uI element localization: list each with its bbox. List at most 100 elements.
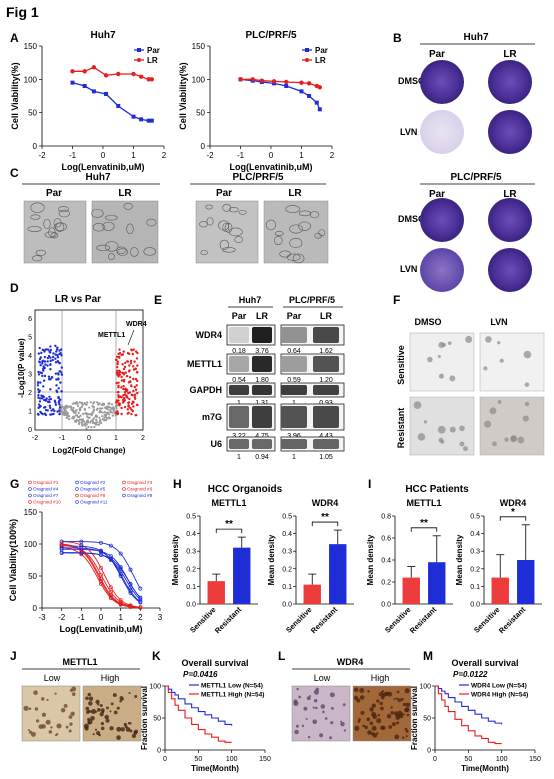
micrograph-cells: [27, 202, 326, 264]
bar-gene-title: METTL1: [407, 498, 442, 508]
e-row-label: WDR4: [196, 330, 223, 340]
b-plc-title: PLC/PRF/5: [450, 172, 502, 183]
l-gene: WDR4: [337, 657, 364, 667]
g-y-tick: 0: [33, 604, 38, 613]
e-lane-label: Par: [287, 311, 302, 321]
bar-y-tick: 0.4: [381, 558, 391, 565]
data-point: [250, 77, 255, 82]
c-col-lr-2: LR: [288, 188, 302, 199]
e-quant-value: 1.62: [319, 348, 333, 355]
panel-label-h: H: [173, 477, 182, 491]
g-series-line: [61, 544, 141, 608]
bar: [491, 577, 509, 604]
panel-label-e: E: [154, 293, 162, 307]
surv-legend-label: WDR4 Low (N=54): [471, 683, 527, 690]
panel-label-d: D: [10, 281, 19, 295]
panel-c-micrographs: Huh7 Par LR PLC/PRF/5 Par LR: [22, 172, 329, 264]
panel-label-c: C: [10, 166, 19, 180]
surv-title: Overall survival: [181, 658, 248, 668]
d-x-tick: 2: [141, 435, 145, 442]
g-x-tick: 3: [158, 613, 163, 622]
e-quant-value: 3.76: [255, 348, 269, 355]
g-xlabel: Log(Lenvatinib,uM): [60, 624, 143, 634]
c-col-par-2: Par: [216, 188, 232, 199]
g-series-line: [61, 545, 141, 603]
significance-mark: **: [321, 512, 329, 523]
g-legend-label: Oragnoid #11: [80, 500, 108, 505]
bar: [428, 562, 446, 604]
blot-band: [229, 356, 249, 372]
g-x-tick: -1: [78, 613, 86, 622]
panel-label-m: M: [423, 649, 433, 663]
data-point: [116, 71, 121, 77]
data-point: [284, 79, 289, 85]
b-col-lr-1: LR: [503, 49, 517, 60]
y-tick-label: 0: [201, 142, 206, 151]
chart-title: Huh7: [91, 30, 116, 41]
surv-pvalue: P=0.0122: [453, 670, 488, 679]
d-annot-mettl1: METTL1: [98, 332, 125, 339]
significance-mark: **: [225, 519, 233, 530]
b-col-lr-2: LR: [503, 189, 517, 200]
micrograph-plc-lr: [263, 200, 329, 264]
y-tick-label: 150: [24, 42, 38, 51]
l-col-high: High: [371, 673, 390, 683]
x-axis-label: Log(Lenvatinib,uM): [230, 162, 313, 172]
data-point: [139, 117, 144, 122]
bar-y-tick: 0.0: [186, 602, 196, 609]
e-lane-label: LR: [320, 311, 332, 321]
d-ticks: -2 -1 0 1 2 0 1 2 3 4 5 6: [28, 316, 145, 442]
series-line: [72, 82, 152, 122]
b-col-par-2: Par: [429, 189, 445, 200]
bar-y-tick: 0.2: [381, 580, 391, 587]
panel-label-i: I: [368, 477, 371, 491]
g-legend-label: Oragnoid #8: [80, 493, 106, 498]
surv-ylabel: Fraction survival: [140, 686, 149, 750]
blot-band: [229, 327, 249, 343]
e-quant-value: 0.93: [319, 400, 333, 407]
e-plc-title: PLC/PRF/5: [289, 295, 335, 305]
chart-g-organoids: 0 50 100 150 -3 -2 -1 0 1 2 3 Log(Lenvatinib,uM) Cel…: [8, 508, 163, 634]
d-y-tick: 6: [28, 316, 32, 323]
b-row-dmso-2: DMSO: [398, 214, 425, 224]
panel-label-f: F: [393, 293, 400, 307]
bar-category-label: Resistant: [497, 605, 528, 636]
data-point: [238, 77, 243, 82]
bar: [329, 544, 347, 604]
x-tick-label: -1: [69, 151, 77, 160]
bar-y-tick: 0.2: [282, 566, 292, 573]
panel-e-blots: Huh7 PLC/PRF/5 Par LR Par LR WDR4 0.18 3.76 0.6…: [187, 295, 345, 461]
blot-band: [313, 385, 339, 395]
blot-band: [229, 406, 249, 428]
surv-curve: [435, 685, 502, 745]
figure-title: Fig 1: [6, 4, 39, 20]
blot-band: [313, 327, 339, 343]
bar: [517, 560, 535, 604]
bar: [402, 577, 420, 604]
surv-ylabel: Fraction survival: [410, 686, 419, 750]
bar: [233, 547, 251, 604]
g-series-line: [61, 552, 141, 598]
b-col-par-1: Par: [429, 49, 445, 60]
plate-huh7-lr-dmso: [488, 60, 532, 104]
bar-category-label: Resistant: [213, 605, 244, 636]
surv-curve: [165, 685, 232, 743]
e-quant-value: 4.75: [255, 433, 269, 440]
blot-band: [313, 439, 339, 449]
y-axis-label: Cell Viability(%): [178, 62, 188, 129]
g-y-tick: 100: [24, 540, 38, 549]
g-legend-label: Oragnoid #7: [33, 493, 59, 498]
plate-plc-par-lvn: [420, 248, 464, 292]
g-x-tick: 0: [99, 613, 104, 622]
legend-label: Par: [147, 46, 160, 55]
bar-category-label: Resistant: [309, 605, 340, 636]
e-quant-value: 3.96: [287, 433, 301, 440]
d-ylabel: -Log10(P value): [17, 338, 26, 398]
blot-band: [252, 385, 272, 395]
surv-x-tick: 50: [194, 756, 202, 763]
d-y-tick: 3: [28, 372, 32, 379]
g-legend-label: Oragnoid #1: [33, 480, 59, 485]
data-point: [91, 65, 97, 70]
data-point: [116, 104, 121, 108]
